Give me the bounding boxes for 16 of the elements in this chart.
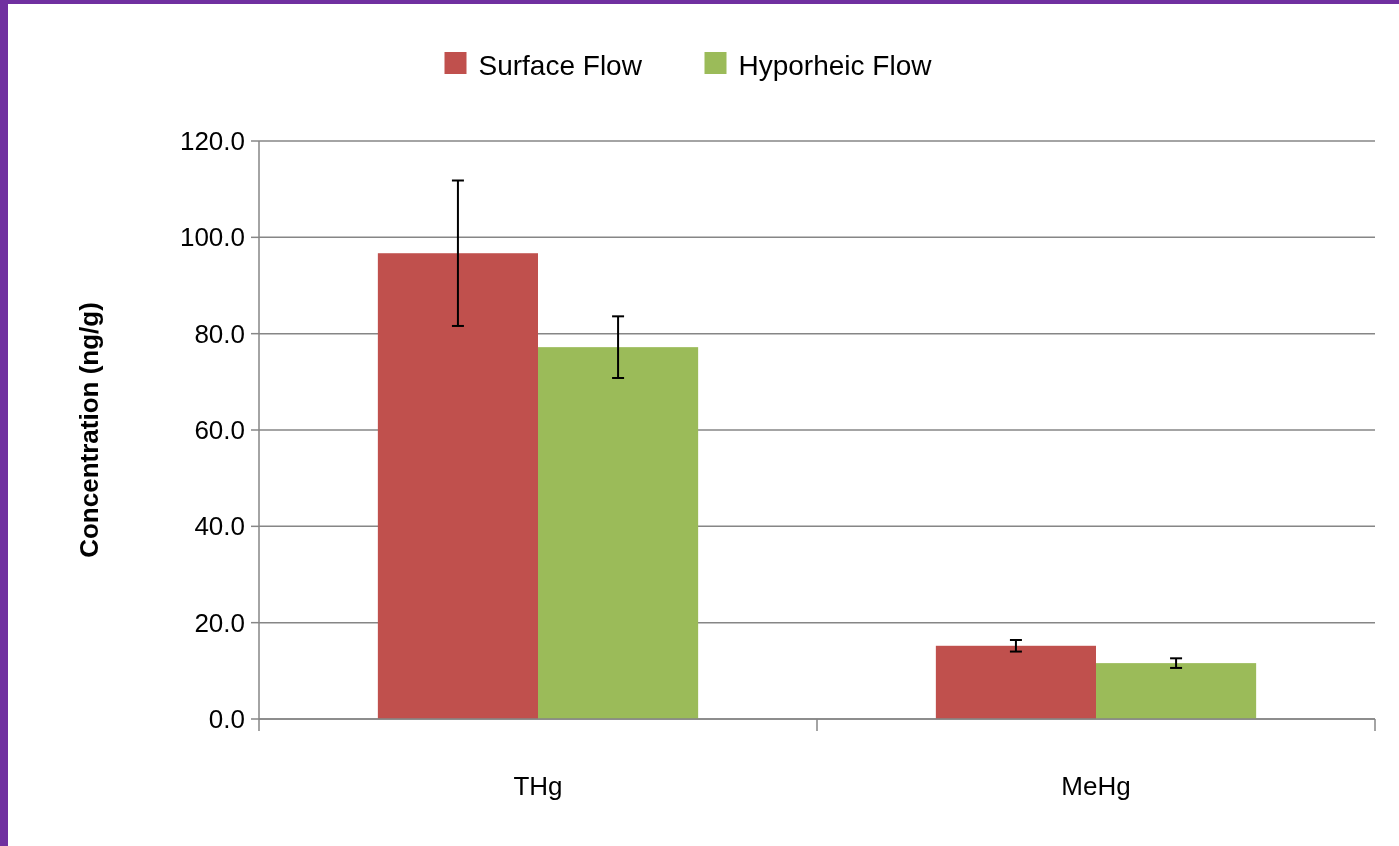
y-axis-title: Concentration (ng/g): [74, 302, 104, 558]
y-tick-label: 20.0: [194, 607, 245, 638]
bar: [935, 645, 1096, 719]
x-tick-label: THg: [513, 771, 563, 801]
legend-label: Hyporheic Flow: [738, 49, 933, 81]
y-tick-label: 60.0: [194, 415, 245, 446]
y-tick-label: 100.0: [179, 222, 245, 253]
y-tick-label: 0.0: [208, 704, 245, 735]
bar: [538, 347, 699, 719]
bar: [377, 253, 538, 719]
y-tick-label: 120.0: [179, 126, 245, 157]
legend-label: Surface Flow: [478, 49, 643, 81]
y-tick-label: 40.0: [194, 511, 245, 542]
y-tick-label: 80.0: [194, 318, 245, 349]
bar: [1096, 663, 1257, 719]
x-tick-label: MeHg: [1061, 771, 1131, 801]
